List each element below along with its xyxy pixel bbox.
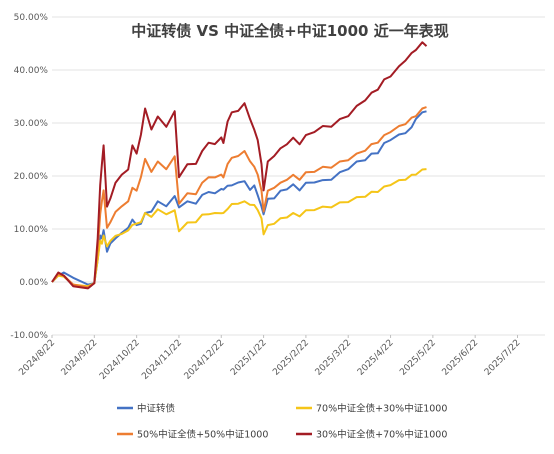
y-tick-label: 0.00%: [19, 278, 48, 288]
x-tick-label: 2025/6/22: [441, 338, 481, 378]
x-tick-label: 2024/11/22: [140, 338, 184, 382]
legend-label: 30%中证全债+70%中证1000: [316, 429, 447, 441]
x-axis: 2024/8/22 2024/9/222024/10/222024/11/2220…: [17, 335, 523, 382]
x-tick-label: 2025/2/22: [271, 338, 311, 378]
series-line: [51, 110, 427, 286]
y-tick-label: 50.00%: [14, 13, 49, 23]
y-tick-label: 30.00%: [14, 119, 49, 129]
legend-label: 70%中证全债+30%中证1000: [316, 403, 447, 415]
series-line: [51, 106, 427, 289]
x-tick-label: 2025/4/22: [356, 338, 396, 378]
series-line: [51, 168, 427, 288]
legend-label: 中证转债: [137, 403, 176, 415]
x-tick-label: 2025/1/22: [229, 338, 269, 378]
x-tick-label: 2025/5/22: [398, 338, 438, 378]
x-tick-label: 2024/8/22: [17, 338, 57, 378]
y-axis: -10.00% 0.00% 10.00% 20.00% 30.00% 40.00% 50.0…: [10, 13, 48, 341]
y-tick-label: 10.00%: [14, 225, 49, 235]
y-tick-label: -10.00%: [10, 331, 48, 341]
x-tick-label: 2024/12/22: [183, 338, 227, 382]
legend-label: 50%中证全债+50%中证1000: [137, 429, 268, 441]
x-tick-label: 2024/9/22: [60, 338, 100, 378]
y-tick-label: 40.00%: [14, 66, 49, 76]
gridlines: [52, 16, 545, 336]
chart-title: 中证转债 VS 中证全债+中证1000 近一年表现: [131, 22, 448, 40]
series-lines: [51, 41, 428, 290]
legend: 中证转债 70%中证全债+30%中证1000 50%中证全债+50%中证1000 30…: [117, 403, 447, 441]
series-line: [51, 41, 428, 290]
x-tick-label: 2024/10/22: [98, 338, 142, 382]
x-tick-label: 2025/7/22: [483, 338, 523, 378]
y-tick-label: 20.00%: [14, 172, 49, 182]
x-tick-label: 2025/3/22: [314, 338, 354, 378]
